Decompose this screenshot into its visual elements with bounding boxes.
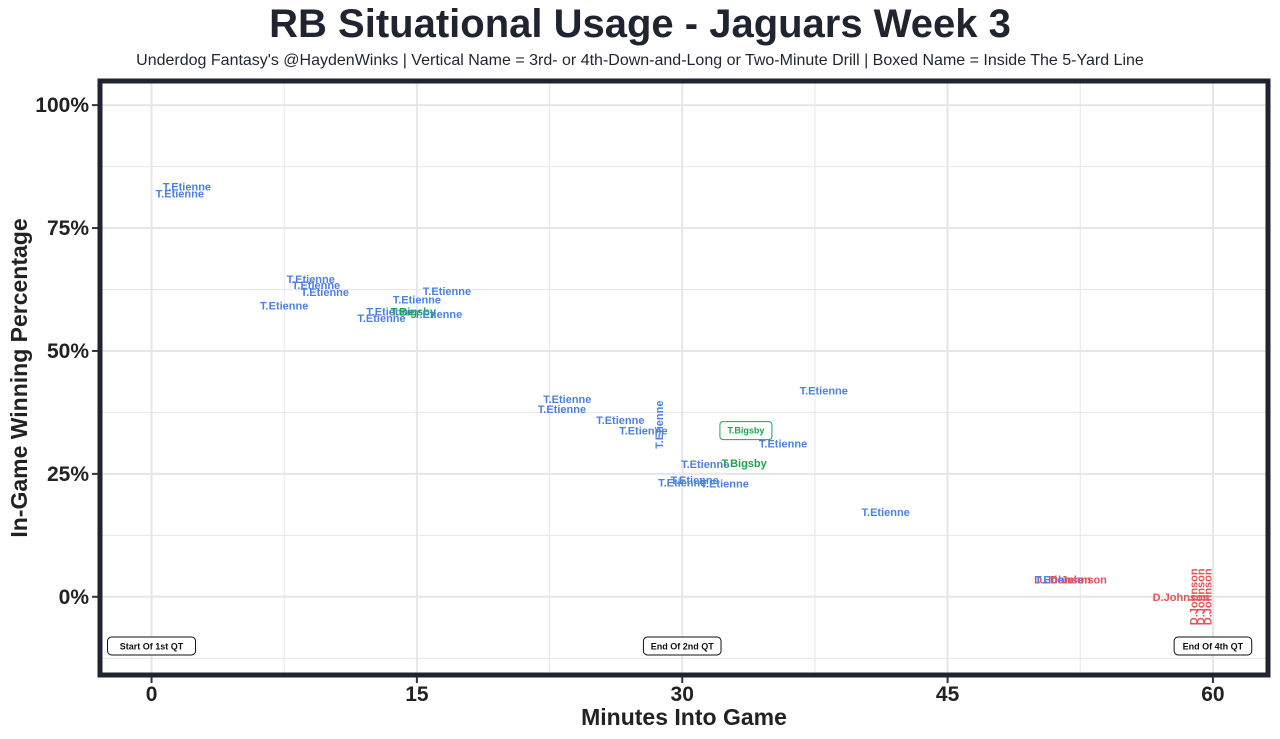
data-point-label: T.Etienne (759, 438, 807, 450)
quarter-marker-box (107, 636, 197, 656)
data-point-label: T.Etienne (260, 301, 308, 313)
x-axis-ticks: 0 15 30 45 60 (146, 677, 1225, 706)
data-point-label: T.Etienne (543, 394, 591, 406)
data-point-box (719, 421, 773, 441)
quarter-markers: Start Of 1st QT End Of 2nd QT End Of 4th Q… (107, 636, 1253, 656)
x-tick-label: 30 (671, 683, 694, 706)
data-point-label: T.Etienne (658, 478, 706, 490)
y-tick-label: 100% (35, 94, 89, 117)
data-point-label: T.Etienne (1035, 575, 1083, 587)
data-point-label: T.Etienne (423, 286, 471, 298)
data-point-label: D.Johnson (1050, 575, 1107, 587)
data-point-boxed: T.Bigsby (719, 421, 773, 441)
data-point-label: D.Johnson (1034, 575, 1091, 587)
data-point-label: D.Johnson (1153, 592, 1210, 604)
quarter-marker: End Of 4th QT (1173, 636, 1253, 656)
data-point-label: T.Etienne (163, 182, 211, 194)
chart-subtitle: Underdog Fantasy's @HaydenWinks | Vertic… (136, 52, 1144, 69)
data-point-label: T.Etienne (800, 385, 848, 397)
x-tick-label: 0 (146, 683, 158, 706)
data-point-label: T.Etienne (414, 309, 462, 321)
data-point-label-vertical: T.Etienne (654, 401, 666, 449)
y-tick-label: 75% (47, 217, 89, 240)
quarter-marker-label: Start Of 1st QT (120, 641, 184, 651)
data-point-label: T.Etienne (862, 507, 910, 519)
y-tick-label: 0% (59, 586, 90, 609)
quarter-marker-box (642, 636, 722, 656)
data-point-label: T.Etienne (292, 280, 340, 292)
data-point-label-vertical: D.Johnson (1196, 568, 1208, 625)
data-points: T.EtienneT.EtienneT.EtienneT.EtienneT.Et… (156, 182, 1215, 625)
data-point-label: T.Etienne (619, 426, 667, 438)
data-point-label: T.Etienne (538, 404, 586, 416)
quarter-marker-label: End Of 2nd QT (651, 641, 714, 651)
x-axis-title: Minutes Into Game (581, 704, 787, 730)
x-tick-label: 60 (1201, 683, 1224, 706)
chart-title: RB Situational Usage - Jaguars Week 3 (269, 2, 1011, 46)
data-point-label: T.Etienne (670, 475, 718, 487)
data-point-label: T.Bigsby (722, 458, 768, 470)
data-point-label: T.Etienne (287, 274, 335, 286)
data-point-label: T.Etienne (357, 313, 405, 325)
quarter-marker: End Of 2nd QT (642, 636, 722, 656)
x-tick-label: 15 (405, 683, 429, 706)
y-axis-ticks: 0% 25% 50% 75% 100% (35, 94, 98, 609)
data-point-label: T.Bigsby (391, 307, 437, 319)
data-point-label: T.Etienne (366, 307, 414, 319)
plot-frame (97, 78, 1271, 678)
quarter-marker-label: End Of 4th QT (1183, 641, 1244, 651)
data-point-label: T.Etienne (596, 415, 644, 427)
quarter-marker: Start Of 1st QT (107, 636, 197, 656)
data-point-label: T.Etienne (393, 294, 441, 306)
x-tick-label: 45 (936, 683, 960, 706)
data-point-label: T.Bigsby (727, 426, 764, 436)
y-axis-title: In-Game Winning Percentage (6, 218, 32, 537)
data-point-label: T.Etienne (156, 189, 204, 201)
quarter-marker-box (1173, 636, 1253, 656)
data-point-label: T.Etienne (701, 479, 749, 491)
grid-lines (102, 83, 1266, 673)
data-point-label-vertical: D.Johnson (1188, 568, 1200, 625)
data-point-label: T.Etienne (301, 287, 349, 299)
data-point-label: T.Etienne (681, 459, 729, 471)
data-point-label-vertical: D.Johnson (1203, 568, 1215, 625)
y-tick-label: 50% (47, 340, 89, 363)
y-tick-label: 25% (47, 463, 89, 486)
